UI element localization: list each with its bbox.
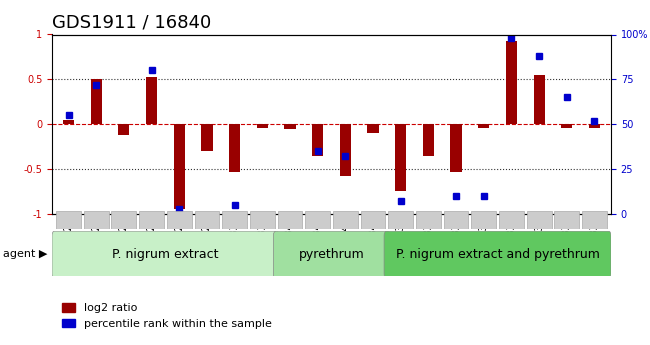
Bar <box>312 124 323 156</box>
Bar <box>202 124 213 151</box>
Bar <box>91 79 102 124</box>
FancyBboxPatch shape <box>443 211 469 229</box>
Bar <box>118 124 129 135</box>
Bar <box>422 124 434 156</box>
Bar <box>63 120 74 124</box>
Bar <box>146 77 157 124</box>
FancyBboxPatch shape <box>471 211 496 229</box>
FancyBboxPatch shape <box>388 211 413 229</box>
FancyBboxPatch shape <box>306 211 330 229</box>
FancyBboxPatch shape <box>112 211 136 229</box>
FancyBboxPatch shape <box>582 211 607 229</box>
FancyBboxPatch shape <box>361 211 385 229</box>
Bar <box>367 124 378 133</box>
Text: agent ▶: agent ▶ <box>3 249 47 258</box>
FancyBboxPatch shape <box>274 231 389 278</box>
Text: GDS1911 / 16840: GDS1911 / 16840 <box>52 14 211 32</box>
Bar <box>229 124 240 172</box>
Bar <box>589 124 600 128</box>
Text: P. nigrum extract and pyrethrum: P. nigrum extract and pyrethrum <box>396 248 599 261</box>
FancyBboxPatch shape <box>250 211 275 229</box>
FancyBboxPatch shape <box>554 211 579 229</box>
Text: pyrethrum: pyrethrum <box>298 248 365 261</box>
FancyBboxPatch shape <box>526 211 551 229</box>
FancyBboxPatch shape <box>56 211 81 229</box>
FancyBboxPatch shape <box>278 211 302 229</box>
FancyBboxPatch shape <box>416 211 441 229</box>
FancyBboxPatch shape <box>222 211 247 229</box>
Bar <box>257 124 268 128</box>
Bar <box>506 41 517 124</box>
Bar <box>450 124 462 172</box>
Bar <box>395 124 406 191</box>
FancyBboxPatch shape <box>84 211 109 229</box>
Bar <box>174 124 185 209</box>
FancyBboxPatch shape <box>333 211 358 229</box>
FancyBboxPatch shape <box>167 211 192 229</box>
Bar <box>478 124 489 128</box>
Bar <box>340 124 351 176</box>
FancyBboxPatch shape <box>499 211 524 229</box>
Bar <box>561 124 572 128</box>
FancyBboxPatch shape <box>52 231 279 278</box>
FancyBboxPatch shape <box>139 211 164 229</box>
FancyBboxPatch shape <box>384 231 611 278</box>
FancyBboxPatch shape <box>194 211 220 229</box>
Bar <box>285 124 296 129</box>
Bar <box>534 75 545 124</box>
Text: P. nigrum extract: P. nigrum extract <box>112 248 218 261</box>
Legend: log2 ratio, percentile rank within the sample: log2 ratio, percentile rank within the s… <box>58 299 276 334</box>
